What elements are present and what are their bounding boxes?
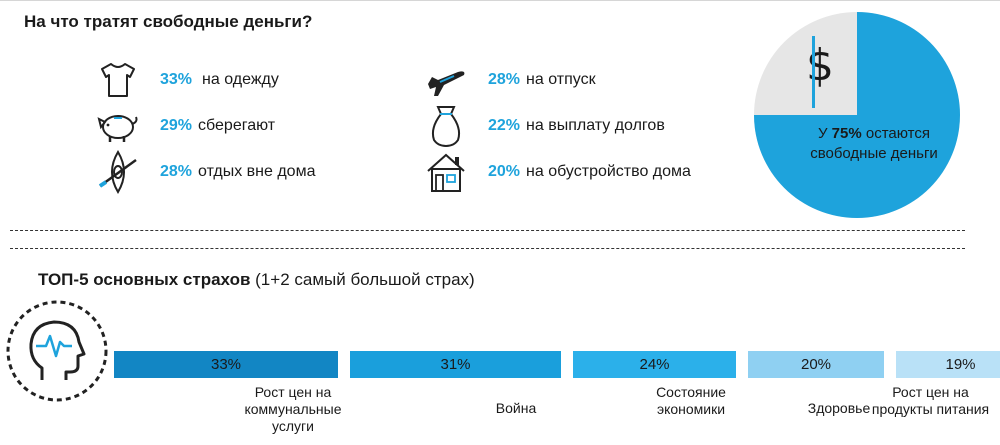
separator-dashed bbox=[10, 230, 965, 231]
top-border bbox=[0, 0, 1000, 1]
fear-bar-value: 19% bbox=[945, 356, 976, 373]
fear-bar-value: 20% bbox=[800, 356, 832, 373]
spending-item-vacation: 28% на отпуск bbox=[424, 58, 596, 102]
free-money-pie bbox=[754, 12, 960, 218]
fear-category-label: Здоровье bbox=[807, 400, 871, 416]
fear-category-label: Рост цен на коммунальные услуги bbox=[244, 384, 342, 434]
head-icon bbox=[6, 300, 108, 402]
fears-title: ТОП-5 основных страхов (1+2 самый большо… bbox=[38, 270, 475, 289]
fear-bar: 20% bbox=[748, 351, 884, 378]
fear-bar-value: 31% bbox=[440, 356, 471, 373]
fear-bar-value: 24% bbox=[639, 356, 670, 373]
fear-category-label: Война bbox=[495, 400, 537, 416]
money-bag-icon bbox=[424, 104, 468, 148]
spending-item-clothes: 33% на одежду bbox=[96, 58, 279, 102]
fear-category-label: Состояние экономики bbox=[656, 384, 726, 417]
fear-bar: 19% bbox=[896, 351, 1000, 378]
airplane-icon bbox=[424, 58, 468, 102]
house-icon bbox=[424, 150, 468, 194]
separator-dashed bbox=[10, 248, 965, 249]
spending-item-debts: 22% на выплату долгов bbox=[424, 104, 665, 148]
fear-bar: 31% bbox=[350, 351, 561, 378]
fear-bar: 24% bbox=[573, 351, 736, 378]
page-title: На что тратят свободные деньги? bbox=[24, 12, 313, 31]
fear-category-label: Рост цен на продукты питания bbox=[871, 384, 990, 417]
kayak-icon bbox=[96, 150, 140, 194]
tshirt-icon bbox=[96, 58, 140, 102]
spending-item-savings: 29% сберегают bbox=[96, 104, 275, 148]
fear-bar-value: 33% bbox=[210, 356, 242, 373]
fear-bar: 33% bbox=[114, 351, 338, 378]
piggy-bank-icon bbox=[96, 104, 140, 148]
dollar-icon: $ bbox=[806, 40, 834, 91]
spending-item-home: 20% на обустройство дома bbox=[424, 150, 691, 194]
pie-caption: У 75% остаются свободные деньги bbox=[810, 125, 938, 162]
pie-slice-free-money bbox=[754, 12, 960, 218]
dollar-stroke bbox=[812, 36, 815, 108]
spending-item-leisure: 28% отдых вне дома bbox=[96, 150, 315, 194]
